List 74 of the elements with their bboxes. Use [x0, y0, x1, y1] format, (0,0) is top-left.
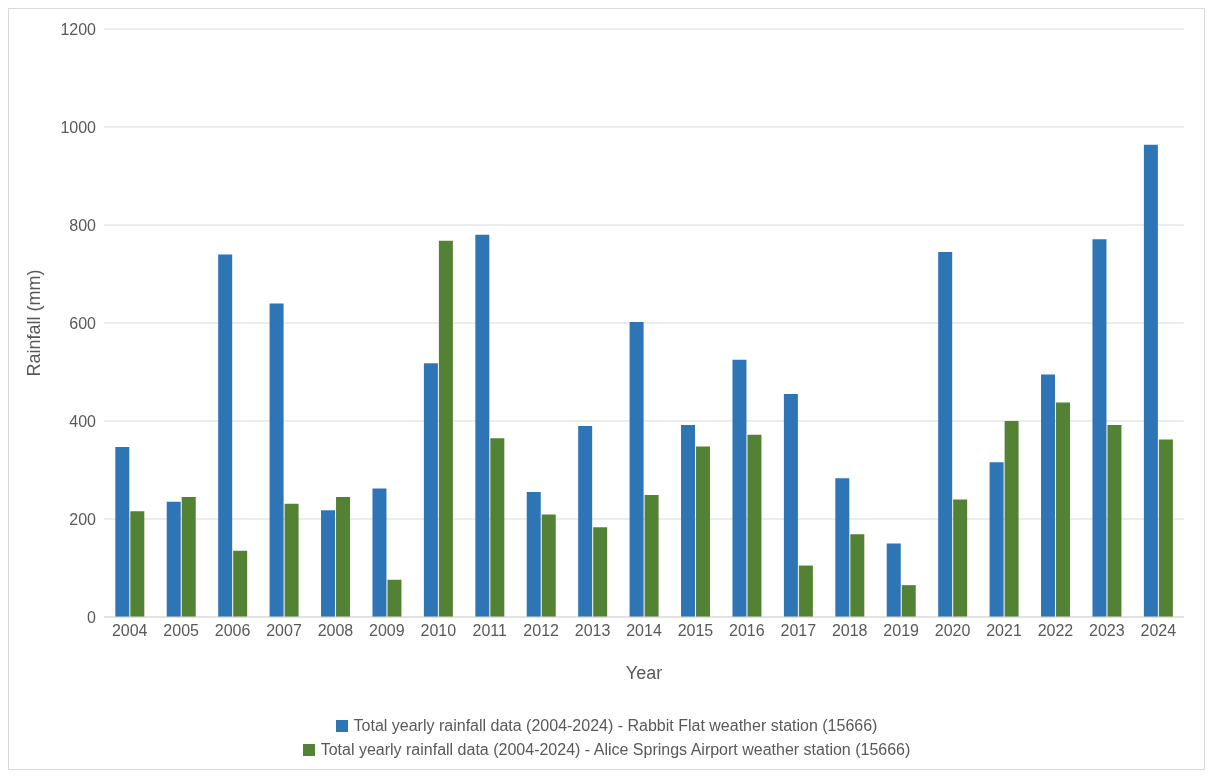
- bar: [578, 425, 593, 617]
- bar: [1041, 374, 1056, 617]
- bar: [438, 240, 453, 617]
- bar: [490, 438, 505, 617]
- y-tick-label: 400: [69, 412, 97, 430]
- bar: [1004, 421, 1019, 617]
- x-tick-label: 2015: [677, 622, 714, 640]
- y-tick-label: 800: [69, 216, 97, 234]
- bar: [321, 510, 336, 617]
- y-axis-title: Rainfall (mm): [24, 269, 45, 377]
- x-tick-label: 2009: [369, 622, 405, 640]
- x-tick-label: 2006: [214, 622, 251, 640]
- x-tick-label: 2012: [523, 622, 560, 640]
- x-tick-label: 2017: [780, 622, 817, 640]
- x-tick-label: 2024: [1140, 622, 1177, 640]
- x-tick-label: 2005: [163, 622, 200, 640]
- bar: [850, 534, 865, 617]
- bar: [475, 234, 490, 617]
- bar: [166, 501, 181, 617]
- x-tick-label: 2013: [574, 622, 611, 640]
- bar: [798, 565, 813, 617]
- x-axis-title: Year: [625, 663, 663, 683]
- bar: [1143, 144, 1158, 617]
- x-tick-label: 2007: [266, 622, 302, 640]
- bar: [629, 322, 644, 617]
- bar: [1092, 239, 1107, 617]
- legend-label: Total yearly rainfall data (2004-2024) - Rabbit Flat weather station (15666): [353, 717, 878, 735]
- bar: [541, 514, 556, 617]
- bar: [218, 254, 233, 617]
- x-tick-label: 2018: [831, 622, 868, 640]
- x-tick-label: 2008: [317, 622, 354, 640]
- bar: [886, 543, 901, 617]
- bar: [953, 499, 968, 617]
- bar: [732, 359, 747, 617]
- y-tick-label: 1200: [60, 20, 97, 38]
- bar: [989, 462, 1004, 617]
- bar: [681, 424, 696, 617]
- x-tick-label: 2004: [111, 622, 148, 640]
- x-tick-label: 2014: [626, 622, 662, 640]
- bar: [696, 446, 711, 617]
- bar: [269, 303, 284, 617]
- bar: [115, 446, 130, 617]
- x-tick-label: 2020: [934, 622, 971, 640]
- bar: [1107, 424, 1122, 617]
- x-tick-label: 2023: [1089, 622, 1125, 640]
- bar: [526, 492, 541, 617]
- bar: [423, 363, 438, 617]
- bar: [644, 494, 659, 617]
- bar: [284, 503, 299, 617]
- bar: [130, 511, 145, 617]
- bar: [593, 527, 608, 617]
- y-tick-label: 600: [69, 314, 97, 332]
- bar: [783, 394, 798, 617]
- y-tick-label: 1000: [60, 118, 97, 136]
- bar: [233, 550, 248, 617]
- bar: [372, 488, 387, 617]
- x-tick-label: 2019: [883, 622, 920, 640]
- legend-label: Total yearly rainfall data (2004-2024) - Alice Springs Airport weather station (15666): [320, 741, 911, 759]
- bar: [336, 496, 351, 617]
- x-tick-label: 2010: [420, 622, 457, 640]
- y-tick-label: 0: [87, 608, 97, 626]
- bar: [747, 434, 762, 617]
- bar: [181, 496, 196, 617]
- bar: [387, 579, 402, 617]
- bar: [901, 585, 916, 617]
- bar: [938, 251, 953, 617]
- bar: [835, 478, 850, 617]
- y-tick-label: 200: [69, 510, 97, 528]
- bar: [1056, 402, 1071, 617]
- bar: [1158, 439, 1173, 617]
- x-tick-label: 2021: [986, 622, 1022, 640]
- x-tick-label: 2016: [729, 622, 765, 640]
- x-tick-label: 2022: [1037, 622, 1074, 640]
- x-tick-label: 2011: [472, 622, 508, 640]
